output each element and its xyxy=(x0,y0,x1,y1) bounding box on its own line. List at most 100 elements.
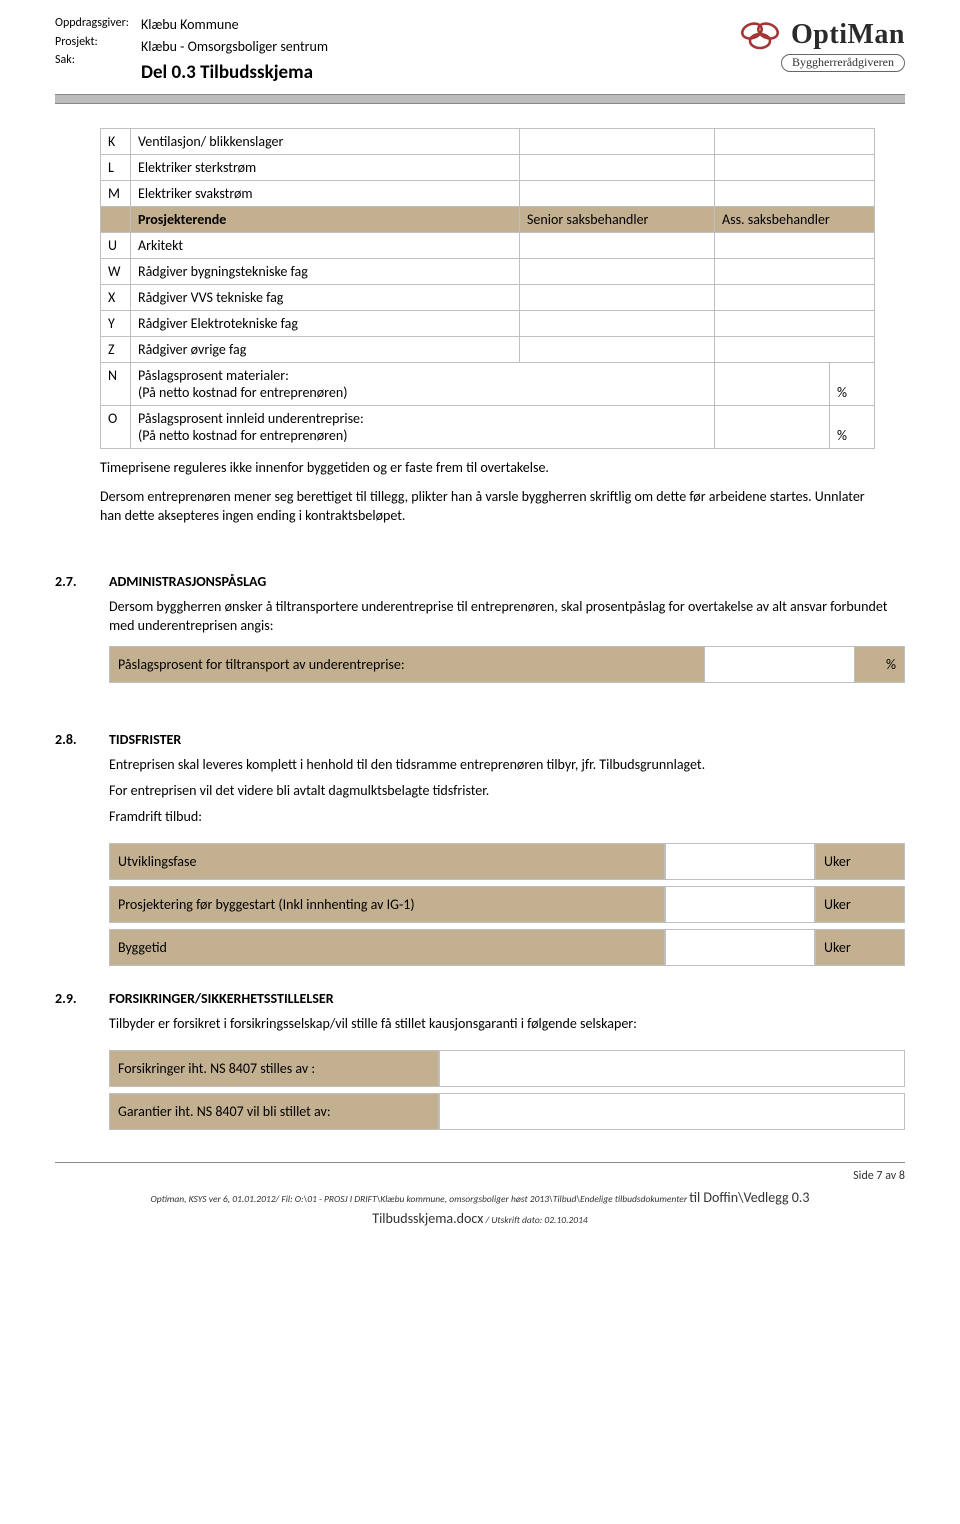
cell-label: Utviklingsfase xyxy=(109,843,665,880)
cell-blank xyxy=(520,180,715,206)
p29-1: Tilbyder er forsikret i forsikringsselsk… xyxy=(109,1015,905,1034)
cell-blank xyxy=(715,232,875,258)
cell-blank xyxy=(665,929,815,966)
header-values: Klæbu Kommune Klæbu - Omsorgsboliger sen… xyxy=(141,14,328,88)
table-29: Forsikringer iht. NS 8407 stilles av : G… xyxy=(109,1044,905,1136)
cell-code: W xyxy=(101,258,131,284)
cell-blank xyxy=(520,336,715,362)
label-sak: Sak: xyxy=(55,51,129,70)
table-personnel: K Ventilasjon/ blikkenslager L Elektrike… xyxy=(100,128,875,363)
header-rule xyxy=(55,94,905,104)
cell-blank xyxy=(520,154,715,180)
logo-top: OptiMan xyxy=(735,18,905,52)
cell-blank xyxy=(715,405,830,448)
cell-unit: Uker xyxy=(815,886,905,923)
footer: Side 7 av 8 Optiman, KSYS ver 6, 01.01.2… xyxy=(55,1162,905,1229)
value-sak: Del 0.3 Tilbudsskjema xyxy=(141,58,328,87)
cell-blank xyxy=(520,310,715,336)
cell-desc: Rådgiver bygningstekniske fag xyxy=(131,258,520,284)
value-prosjekt: Klæbu - Omsorgsboliger sentrum xyxy=(141,36,328,58)
cell-code: O xyxy=(101,405,131,448)
cell-blank xyxy=(715,258,875,284)
section-29: 2.9. FORSIKRINGER/SIKKERHETSSTILLELSER T… xyxy=(55,990,905,1136)
cell-blank xyxy=(439,1093,905,1130)
header-left: Oppdragsgiver: Prosjekt: Sak: Klæbu Komm… xyxy=(55,14,328,88)
section-28: 2.8. TIDSFRISTER Entreprisen skal levere… xyxy=(55,731,905,972)
para-timepriser: Timeprisene reguleres ikke innenfor bygg… xyxy=(100,459,875,478)
cell-blank xyxy=(520,284,715,310)
cell-header: Prosjekterende xyxy=(131,206,520,232)
header-labels: Oppdragsgiver: Prosjekt: Sak: xyxy=(55,14,129,88)
footer-side: Side 7 av 8 xyxy=(55,1167,905,1185)
section-27: 2.7. ADMINISTRASJONSPÅSLAG Dersom bygghe… xyxy=(55,573,905,683)
cell-desc: Rådgiver øvrige fag xyxy=(131,336,520,362)
cell-desc: Påslagsprosent innleid underentreprise: … xyxy=(131,405,715,448)
section-title-28: TIDSFRISTER xyxy=(109,731,905,748)
cell-label: Byggetid xyxy=(109,929,665,966)
logo: OptiMan Byggherrerådgiveren xyxy=(735,14,905,72)
cell-blank xyxy=(665,886,815,923)
cell-blank xyxy=(715,362,830,405)
cell-label: Forsikringer iht. NS 8407 stilles av : xyxy=(109,1050,439,1087)
page: Oppdragsgiver: Prosjekt: Sak: Klæbu Komm… xyxy=(0,0,960,1259)
cell-header: Ass. saksbehandler xyxy=(715,206,875,232)
footer-line2: Tilbudsskjema.docx / Utskrift dato: 02.1… xyxy=(55,1208,905,1229)
cell-desc: Ventilasjon/ blikkenslager xyxy=(131,128,520,154)
cell-pct: % xyxy=(855,647,905,683)
cell-code: L xyxy=(101,154,131,180)
cell-code: U xyxy=(101,232,131,258)
content: K Ventilasjon/ blikkenslager L Elektrike… xyxy=(55,128,905,526)
cell-code: X xyxy=(101,284,131,310)
cell-blank xyxy=(715,180,875,206)
cell-unit: Uker xyxy=(815,929,905,966)
cell-blank xyxy=(715,284,875,310)
cell-blank-tan xyxy=(101,206,131,232)
section-num-29: 2.9. xyxy=(55,990,91,1007)
label-oppdragsgiver: Oppdragsgiver: xyxy=(55,14,129,33)
cell-code: M xyxy=(101,180,131,206)
logo-sub: Byggherrerådgiveren xyxy=(781,54,905,72)
cell-desc: Elektriker svakstrøm xyxy=(131,180,520,206)
cell-blank xyxy=(439,1050,905,1087)
cell-desc: Arkitekt xyxy=(131,232,520,258)
cell-blank xyxy=(520,258,715,284)
p28-1: Entreprisen skal leveres komplett i henh… xyxy=(109,756,905,775)
label-prosjekt: Prosjekt: xyxy=(55,33,129,52)
cell-code: Y xyxy=(101,310,131,336)
section-title-27: ADMINISTRASJONSPÅSLAG xyxy=(109,573,905,590)
cell-desc: Rådgiver VVS tekniske fag xyxy=(131,284,520,310)
section-num-27: 2.7. xyxy=(55,573,91,590)
cell-blank xyxy=(715,154,875,180)
section-title-29: FORSIKRINGER/SIKKERHETSSTILLELSER xyxy=(109,990,905,1007)
cell-code: Z xyxy=(101,336,131,362)
cell-desc: Elektriker sterkstrøm xyxy=(131,154,520,180)
cell-pct: % xyxy=(830,405,875,448)
footer-line1: Optiman, KSYS ver 6, 01.01.2012/ Fil: O:… xyxy=(55,1187,905,1208)
table-28: Utviklingsfase Uker Prosjektering før by… xyxy=(109,837,905,972)
cell-blank xyxy=(705,647,855,683)
section-body-27: Dersom byggherren ønsker å tiltransporte… xyxy=(109,598,905,636)
para-dersom: Dersom entreprenøren mener seg berettige… xyxy=(100,488,875,526)
logo-knot-icon xyxy=(735,18,785,52)
p28-3: Framdrift tilbud: xyxy=(109,808,905,827)
cell-blank xyxy=(520,128,715,154)
cell-blank xyxy=(715,128,875,154)
cell-header: Senior saksbehandler xyxy=(520,206,715,232)
value-oppdragsgiver: Klæbu Kommune xyxy=(141,14,328,36)
cell-pct: % xyxy=(830,362,875,405)
section-num-28: 2.8. xyxy=(55,731,91,748)
cell-blank xyxy=(520,232,715,258)
table-27: Påslagsprosent for tiltransport av under… xyxy=(109,646,905,683)
cell-code: K xyxy=(101,128,131,154)
cell-desc: Rådgiver Elektrotekniske fag xyxy=(131,310,520,336)
cell-unit: Uker xyxy=(815,843,905,880)
logo-text: OptiMan xyxy=(791,19,905,51)
cell-blank xyxy=(715,336,875,362)
cell-label: Påslagsprosent for tiltransport av under… xyxy=(110,647,705,683)
cell-blank xyxy=(665,843,815,880)
cell-label: Prosjektering før byggestart (Inkl innhe… xyxy=(109,886,665,923)
header: Oppdragsgiver: Prosjekt: Sak: Klæbu Komm… xyxy=(55,0,905,94)
cell-blank xyxy=(715,310,875,336)
cell-label: Garantier iht. NS 8407 vil bli stillet a… xyxy=(109,1093,439,1130)
p28-2: For entreprisen vil det videre bli avtal… xyxy=(109,782,905,801)
